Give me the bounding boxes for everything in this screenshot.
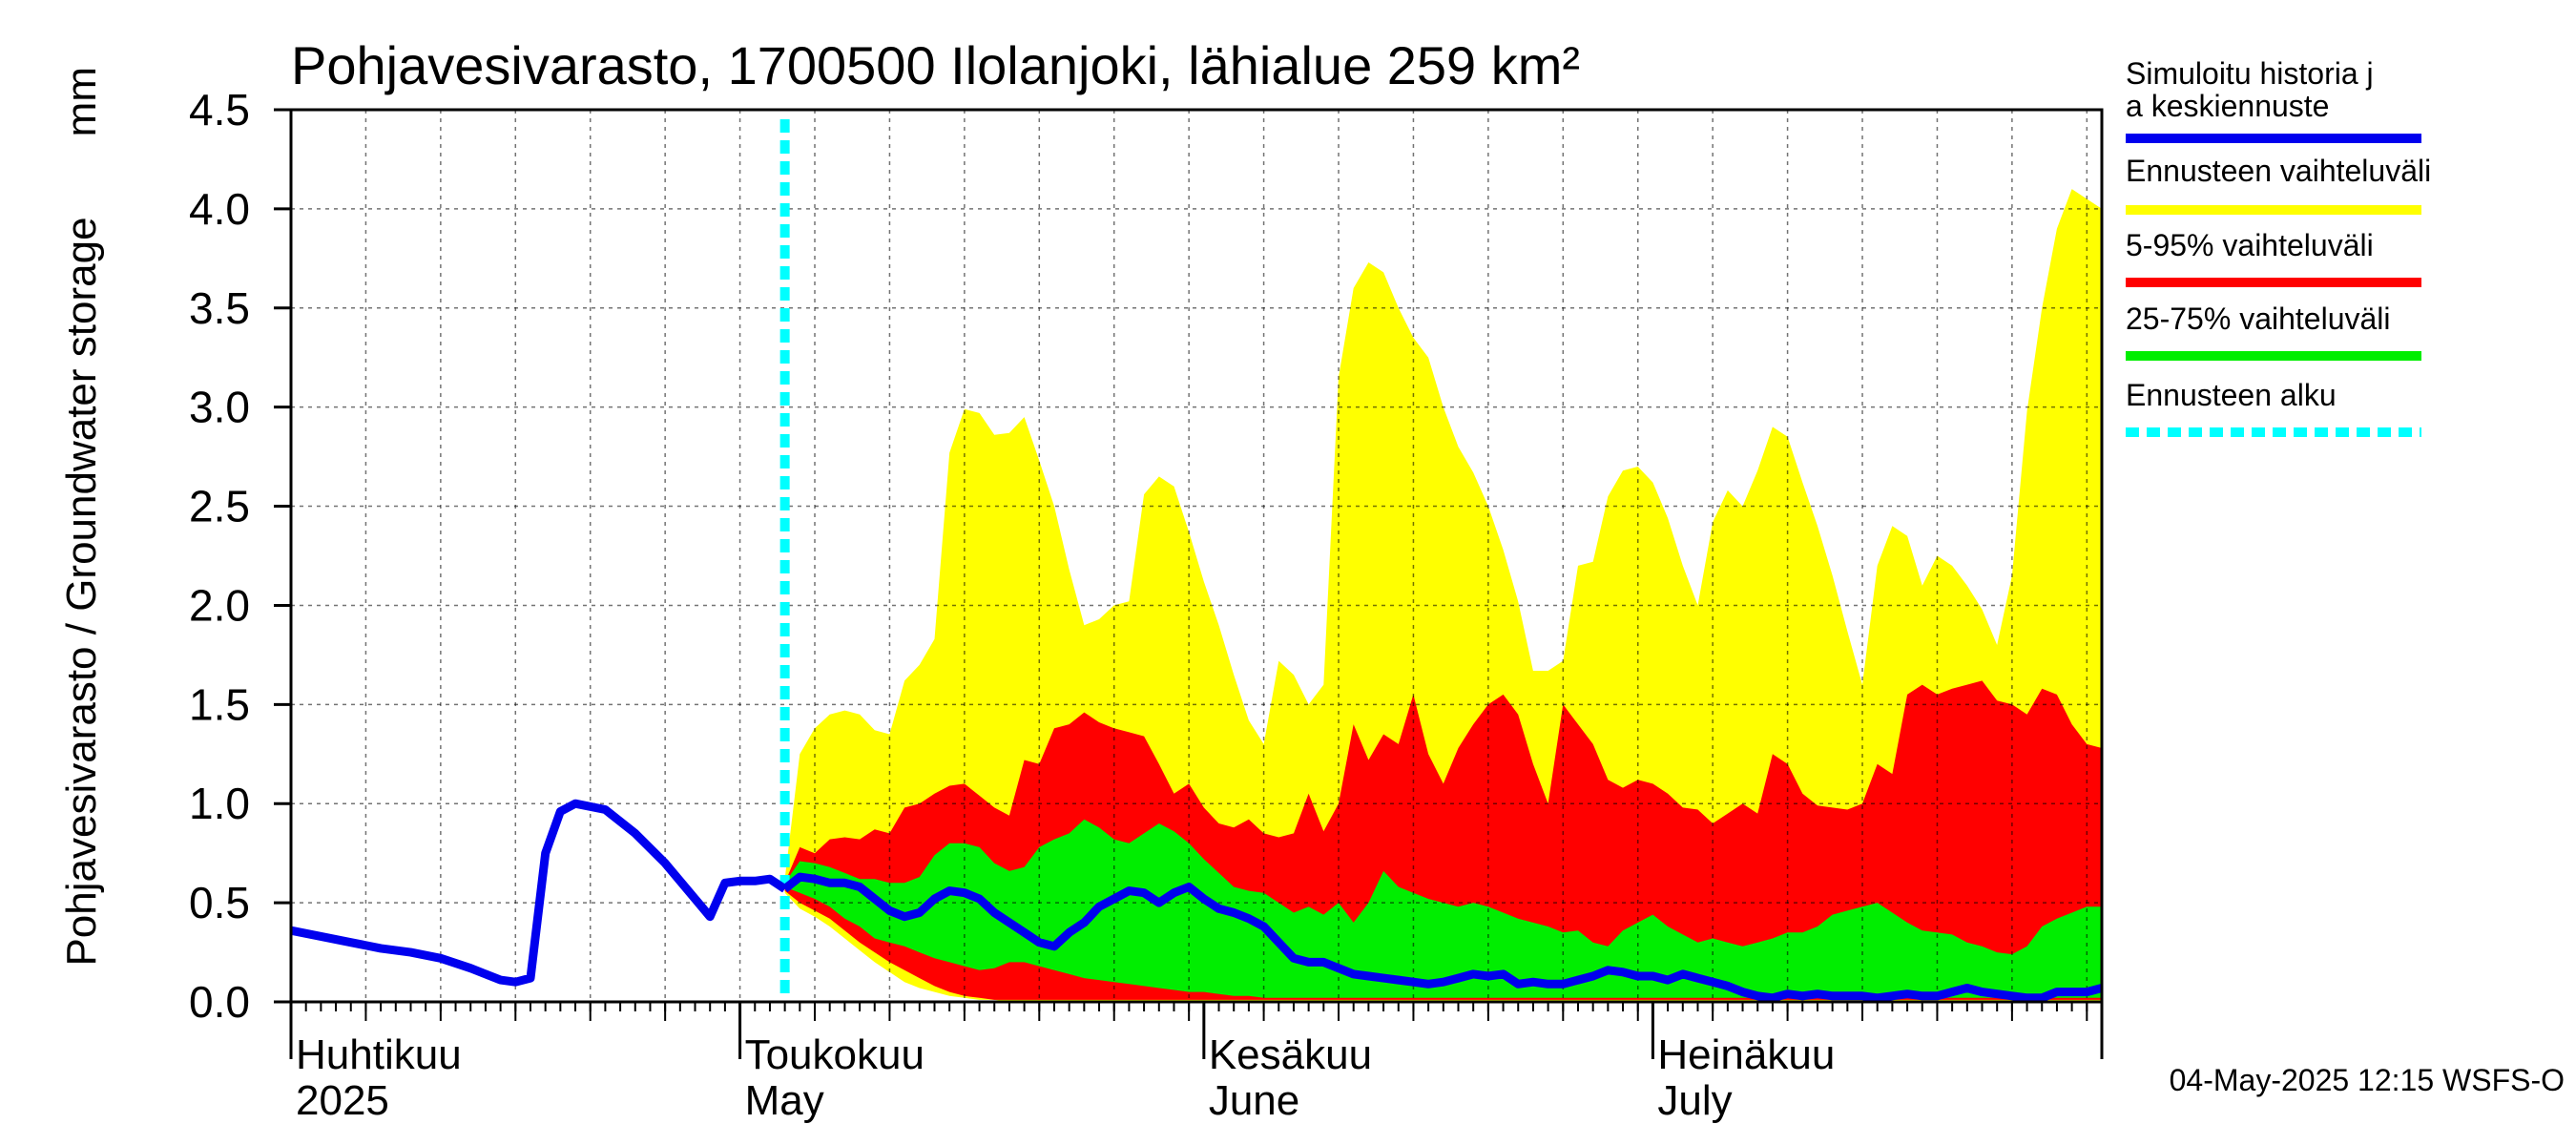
legend: Simuloitu historia ja keskiennuste Ennust… <box>2126 56 2431 437</box>
median-forecast-line <box>781 872 2104 1003</box>
x-month-label: Heinäkuu <box>1657 1031 1835 1078</box>
y-tick-label: 0.0 <box>189 977 250 1027</box>
y-axis-label: Pohjavesivarasto / Groundwater storage <box>58 217 105 966</box>
x-month-label: Toukokuu <box>745 1031 924 1078</box>
legend-label-history: a keskiennuste <box>2126 89 2329 123</box>
y-tick-label: 4.5 <box>189 85 250 135</box>
grid-lines <box>291 110 2102 1002</box>
x-month-sublabel: June <box>1209 1077 1299 1124</box>
plot-frame <box>289 108 2104 1004</box>
x-month-label: Huhtikuu <box>296 1031 462 1078</box>
x-month-sublabel: 2025 <box>296 1077 389 1124</box>
y-tick-label: 3.0 <box>189 383 250 432</box>
x-month-sublabel: May <box>745 1077 824 1124</box>
legend-label-range_25_75: 25-75% vaihteluväli <box>2126 302 2391 336</box>
y-axis-unit: mm <box>58 67 105 136</box>
legend-label-history: Simuloitu historia j <box>2126 56 2374 91</box>
y-tick-label: 2.5 <box>189 482 250 531</box>
y-tick-label: 4.0 <box>189 184 250 234</box>
y-tick-label: 2.0 <box>189 580 250 630</box>
y-tick-label: 3.5 <box>189 283 250 333</box>
x-month-sublabel: July <box>1657 1077 1732 1124</box>
axes: 0.0 0.5 1.0 1.5 2.0 2.5 3.0 3.5 4.0 4.5 Huhtikuu20… <box>189 85 2104 1124</box>
footer-timestamp: 04-May-2025 12:15 WSFS-O <box>2170 1063 2565 1097</box>
y-tick-label: 1.0 <box>189 779 250 828</box>
legend-label-range_5_95: 5-95% vaihteluväli <box>2126 228 2374 262</box>
x-month-label: Kesäkuu <box>1209 1031 1372 1078</box>
series-layer <box>290 119 2104 1003</box>
legend-label-full_range: Ennusteen vaihteluväli <box>2126 154 2431 188</box>
y-tick-label: 1.5 <box>189 679 250 729</box>
legend-label-forecast_start: Ennusteen alku <box>2126 378 2337 412</box>
y-tick-label: 0.5 <box>189 878 250 927</box>
chart-title: Pohjavesivarasto, 1700500 Ilolanjoki, lä… <box>291 35 1580 95</box>
history-line <box>290 799 788 987</box>
